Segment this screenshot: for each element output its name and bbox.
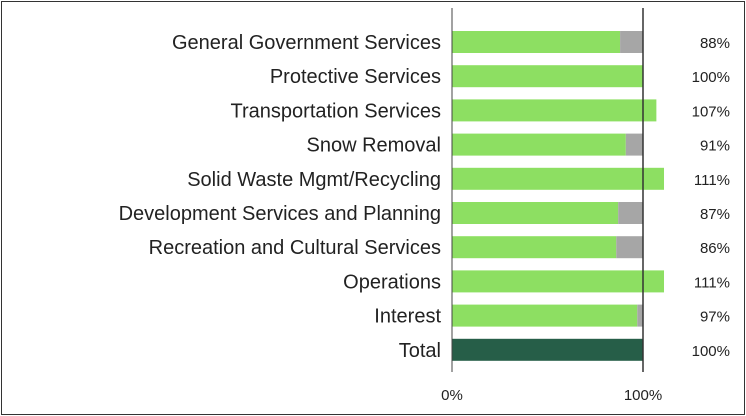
bar-actual bbox=[452, 236, 617, 259]
value-label: 100% bbox=[692, 69, 730, 86]
value-label: 107% bbox=[692, 103, 730, 120]
category-label: Interest bbox=[374, 306, 441, 328]
bar-actual bbox=[452, 167, 665, 190]
bar-remainder bbox=[620, 31, 643, 53]
bar-actual bbox=[452, 133, 626, 156]
bar-remainder bbox=[625, 133, 643, 156]
bar-actual bbox=[452, 304, 638, 327]
bar-total bbox=[452, 338, 643, 361]
category-label: Protective Services bbox=[270, 66, 441, 88]
category-label: Operations bbox=[343, 271, 441, 293]
category-label: Snow Removal bbox=[306, 135, 441, 157]
x-tick-label: 100% bbox=[624, 387, 662, 404]
value-label: 111% bbox=[694, 274, 730, 291]
x-tick-label: 0% bbox=[441, 387, 463, 404]
value-label: 87% bbox=[700, 206, 730, 223]
value-label: 97% bbox=[700, 309, 730, 326]
bar-actual bbox=[452, 31, 621, 53]
value-label: 86% bbox=[700, 240, 730, 257]
bar-actual bbox=[452, 99, 657, 122]
value-label: 88% bbox=[700, 35, 730, 52]
bar-remainder bbox=[637, 304, 643, 327]
bar-remainder bbox=[618, 202, 643, 224]
value-label: 111% bbox=[694, 172, 730, 189]
bar-actual bbox=[452, 65, 643, 88]
category-label: Solid Waste Mgmt/Recycling bbox=[187, 169, 441, 191]
bar-actual bbox=[452, 202, 619, 224]
category-label: General Government Services bbox=[172, 32, 441, 54]
category-label: Total bbox=[399, 340, 441, 362]
category-label: Recreation and Cultural Services bbox=[149, 237, 441, 259]
bar-remainder bbox=[616, 236, 643, 259]
value-label: 91% bbox=[700, 138, 730, 155]
category-label: Transportation Services bbox=[231, 100, 441, 122]
bar-actual bbox=[452, 270, 665, 293]
category-label: Development Services and Planning bbox=[119, 203, 441, 225]
value-label: 100% bbox=[692, 343, 730, 360]
